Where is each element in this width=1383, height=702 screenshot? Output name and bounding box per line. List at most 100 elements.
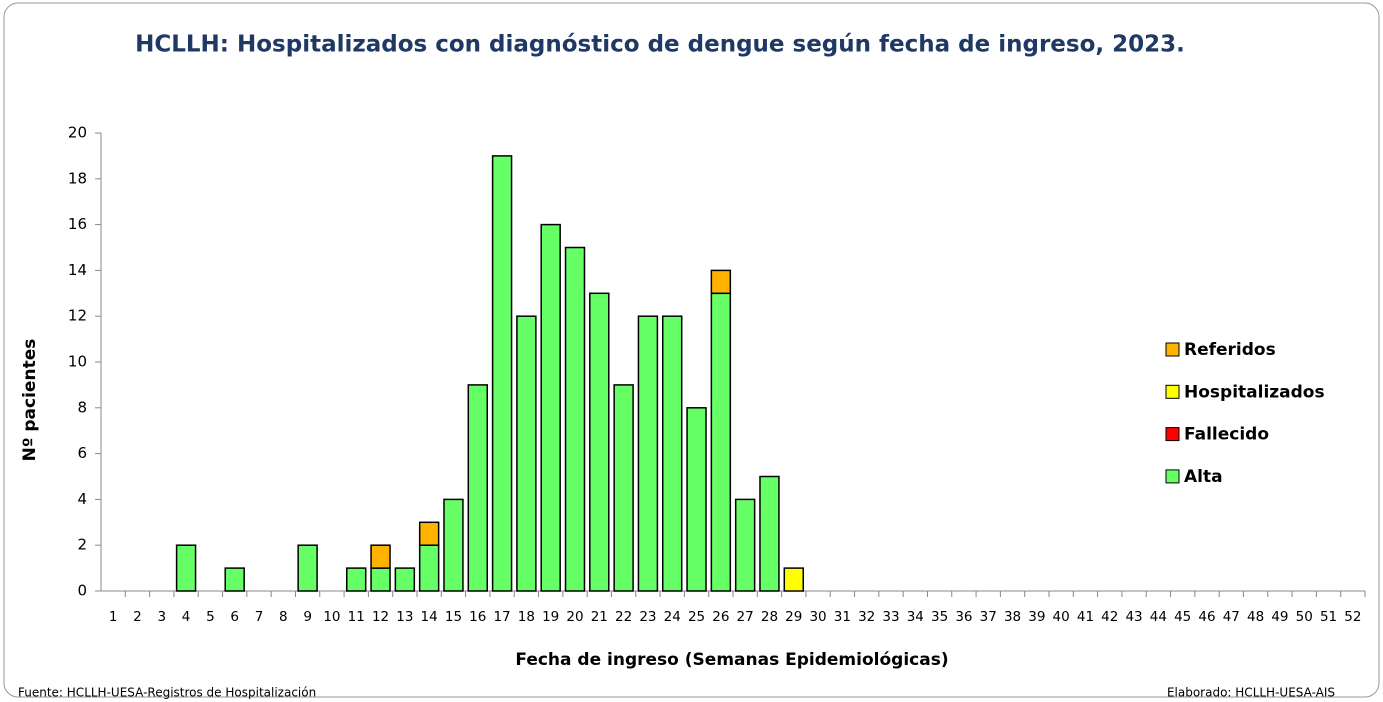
- x-tick-label: 33: [882, 609, 899, 625]
- bar: [759, 475, 780, 592]
- x-tick-label: 21: [591, 609, 608, 625]
- x-tick-label: 38: [1004, 609, 1021, 625]
- x-tick-label: 50: [1296, 609, 1313, 625]
- chart-title: HCLLH: Hospitalizados con diagnóstico de…: [135, 32, 1185, 58]
- y-axis-title: Nº pacientes: [20, 339, 40, 462]
- bar: [516, 315, 537, 592]
- x-tick-label: 5: [206, 609, 215, 625]
- x-tick-label: 52: [1344, 609, 1361, 625]
- x-tick-label: 23: [639, 609, 656, 625]
- x-tick-label: 13: [396, 609, 413, 625]
- bar: [346, 567, 367, 592]
- bar: [370, 567, 391, 592]
- y-tick-label: 6: [77, 444, 87, 462]
- x-tick-label: 29: [785, 609, 802, 625]
- legend-swatch: [1165, 427, 1180, 442]
- x-tick-label: 9: [303, 609, 312, 625]
- legend-swatch: [1165, 342, 1180, 357]
- x-tick-label: 30: [809, 609, 826, 625]
- x-tick-label: 39: [1028, 609, 1045, 625]
- bar: [443, 498, 464, 592]
- x-tick-label: 7: [255, 609, 264, 625]
- bar: [297, 544, 318, 592]
- y-tick-label: 18: [68, 169, 87, 187]
- x-tick-label: 40: [1053, 609, 1070, 625]
- bar: [734, 498, 756, 592]
- x-tick-label: 44: [1150, 609, 1167, 625]
- x-tick-label: 2: [133, 609, 142, 625]
- source-note: Fuente: HCLLH-UESA-Registros de Hospital…: [18, 686, 316, 700]
- x-tick-label: 37: [980, 609, 997, 625]
- credit-note: Elaborado: HCLLH-UESA-AIS: [1167, 686, 1335, 700]
- x-tick-label: 42: [1101, 609, 1118, 625]
- y-tick-label: 2: [77, 536, 87, 554]
- y-tick-label: 12: [68, 307, 87, 325]
- bar: [710, 292, 732, 592]
- y-tick-label: 16: [68, 215, 87, 233]
- x-tick-label: 22: [615, 609, 632, 625]
- x-tick-label: 47: [1223, 609, 1240, 625]
- x-tick-label: 16: [469, 609, 486, 625]
- bar: [491, 155, 513, 592]
- x-tick-label: 11: [348, 609, 365, 625]
- legend-label: Fallecido: [1184, 425, 1269, 445]
- x-tick-label: 41: [1077, 609, 1094, 625]
- x-tick-label: 18: [518, 609, 535, 625]
- legend-swatch: [1165, 384, 1180, 399]
- legend-label: Alta: [1184, 467, 1223, 487]
- bar: [564, 246, 586, 592]
- x-tick-label: 43: [1125, 609, 1142, 625]
- x-tick-label: 46: [1198, 609, 1215, 625]
- x-tick-label: 25: [688, 609, 705, 625]
- x-tick-label: 3: [157, 609, 166, 625]
- bar: [710, 269, 732, 295]
- y-tick-label: 4: [77, 490, 87, 508]
- x-tick-label: 20: [566, 609, 583, 625]
- x-tick-label: 4: [182, 609, 191, 625]
- y-tick-label: 10: [68, 353, 87, 371]
- x-tick-label: 51: [1320, 609, 1337, 625]
- bar: [783, 567, 804, 592]
- x-tick-label: 17: [493, 609, 510, 625]
- x-tick-label: 10: [323, 609, 340, 625]
- y-tick-label: 20: [68, 124, 87, 142]
- bar: [467, 384, 488, 592]
- bar: [686, 407, 707, 592]
- y-tick-label: 8: [77, 398, 87, 416]
- x-tick-label: 32: [858, 609, 875, 625]
- bar: [540, 223, 561, 592]
- x-tick-label: 12: [372, 609, 389, 625]
- bar: [418, 521, 440, 546]
- bar: [418, 544, 440, 592]
- y-tick-label: 14: [68, 261, 87, 279]
- x-tick-label: 26: [712, 609, 729, 625]
- x-tick-label: 8: [279, 609, 288, 625]
- bar: [613, 384, 634, 592]
- x-tick-label: 19: [542, 609, 559, 625]
- x-tick-label: 49: [1271, 609, 1288, 625]
- x-tick-label: 36: [955, 609, 972, 625]
- bar: [175, 544, 197, 592]
- x-tick-label: 24: [664, 609, 681, 625]
- x-tick-label: 28: [761, 609, 778, 625]
- x-tick-label: 34: [907, 609, 924, 625]
- x-tick-label: 45: [1174, 609, 1191, 625]
- bar: [662, 315, 683, 592]
- bar: [589, 292, 610, 592]
- x-tick-label: 48: [1247, 609, 1264, 625]
- x-tick-label: 27: [737, 609, 754, 625]
- x-tick-label: 1: [109, 609, 118, 625]
- x-tick-label: 15: [445, 609, 462, 625]
- legend-label: Hospitalizados: [1184, 382, 1325, 402]
- bar: [370, 544, 391, 569]
- y-tick-label: 0: [77, 582, 87, 600]
- bar: [394, 567, 416, 592]
- legend-label: Referidos: [1184, 340, 1276, 360]
- legend-swatch: [1165, 469, 1180, 484]
- x-axis-title: Fecha de ingreso (Semanas Epidemiológica…: [515, 650, 948, 670]
- bar: [224, 567, 245, 592]
- bar: [637, 315, 659, 592]
- chart-border: [3, 2, 1380, 698]
- x-tick-label: 31: [834, 609, 851, 625]
